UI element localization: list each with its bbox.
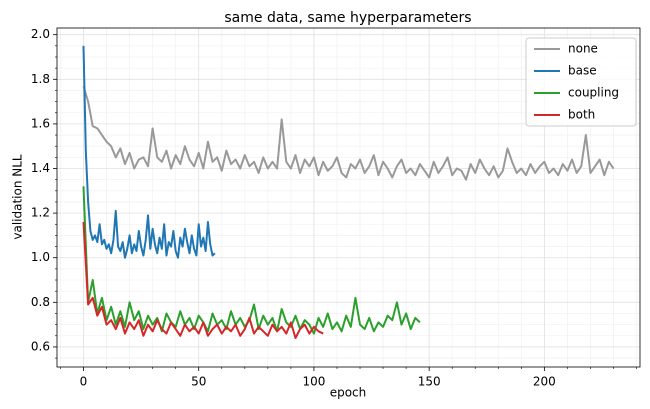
y-tick-label: 1.0 <box>31 250 50 264</box>
x-tick-label: 150 <box>418 375 441 389</box>
line-coupling <box>82 186 421 335</box>
y-tick-label: 1.8 <box>31 72 50 86</box>
line-base <box>82 45 216 259</box>
legend-label: base <box>568 64 597 78</box>
y-tick-label: 2.0 <box>31 27 50 41</box>
y-tick-label: 1.4 <box>31 161 50 175</box>
y-tick-label: 1.6 <box>31 116 50 130</box>
x-tick-label: 0 <box>80 375 88 389</box>
legend-label: none <box>568 42 598 56</box>
y-tick-label: 0.6 <box>31 339 50 353</box>
line-none <box>82 85 615 181</box>
x-tick-label: 200 <box>533 375 556 389</box>
legend-box <box>525 37 637 127</box>
x-tick-label: 50 <box>191 375 206 389</box>
line-both <box>82 221 324 340</box>
x-axis-label: epoch <box>330 386 367 400</box>
y-axis-label: validation NLL <box>11 154 25 240</box>
x-tick-label: 100 <box>302 375 325 389</box>
y-tick-label: 1.2 <box>31 206 50 220</box>
plot-frame <box>56 27 641 368</box>
legend-label: both <box>568 108 595 122</box>
chart-title: same data, same hyperparameters <box>224 10 471 26</box>
y-tick-label: 0.8 <box>31 295 50 309</box>
legend-label: coupling <box>568 86 619 100</box>
